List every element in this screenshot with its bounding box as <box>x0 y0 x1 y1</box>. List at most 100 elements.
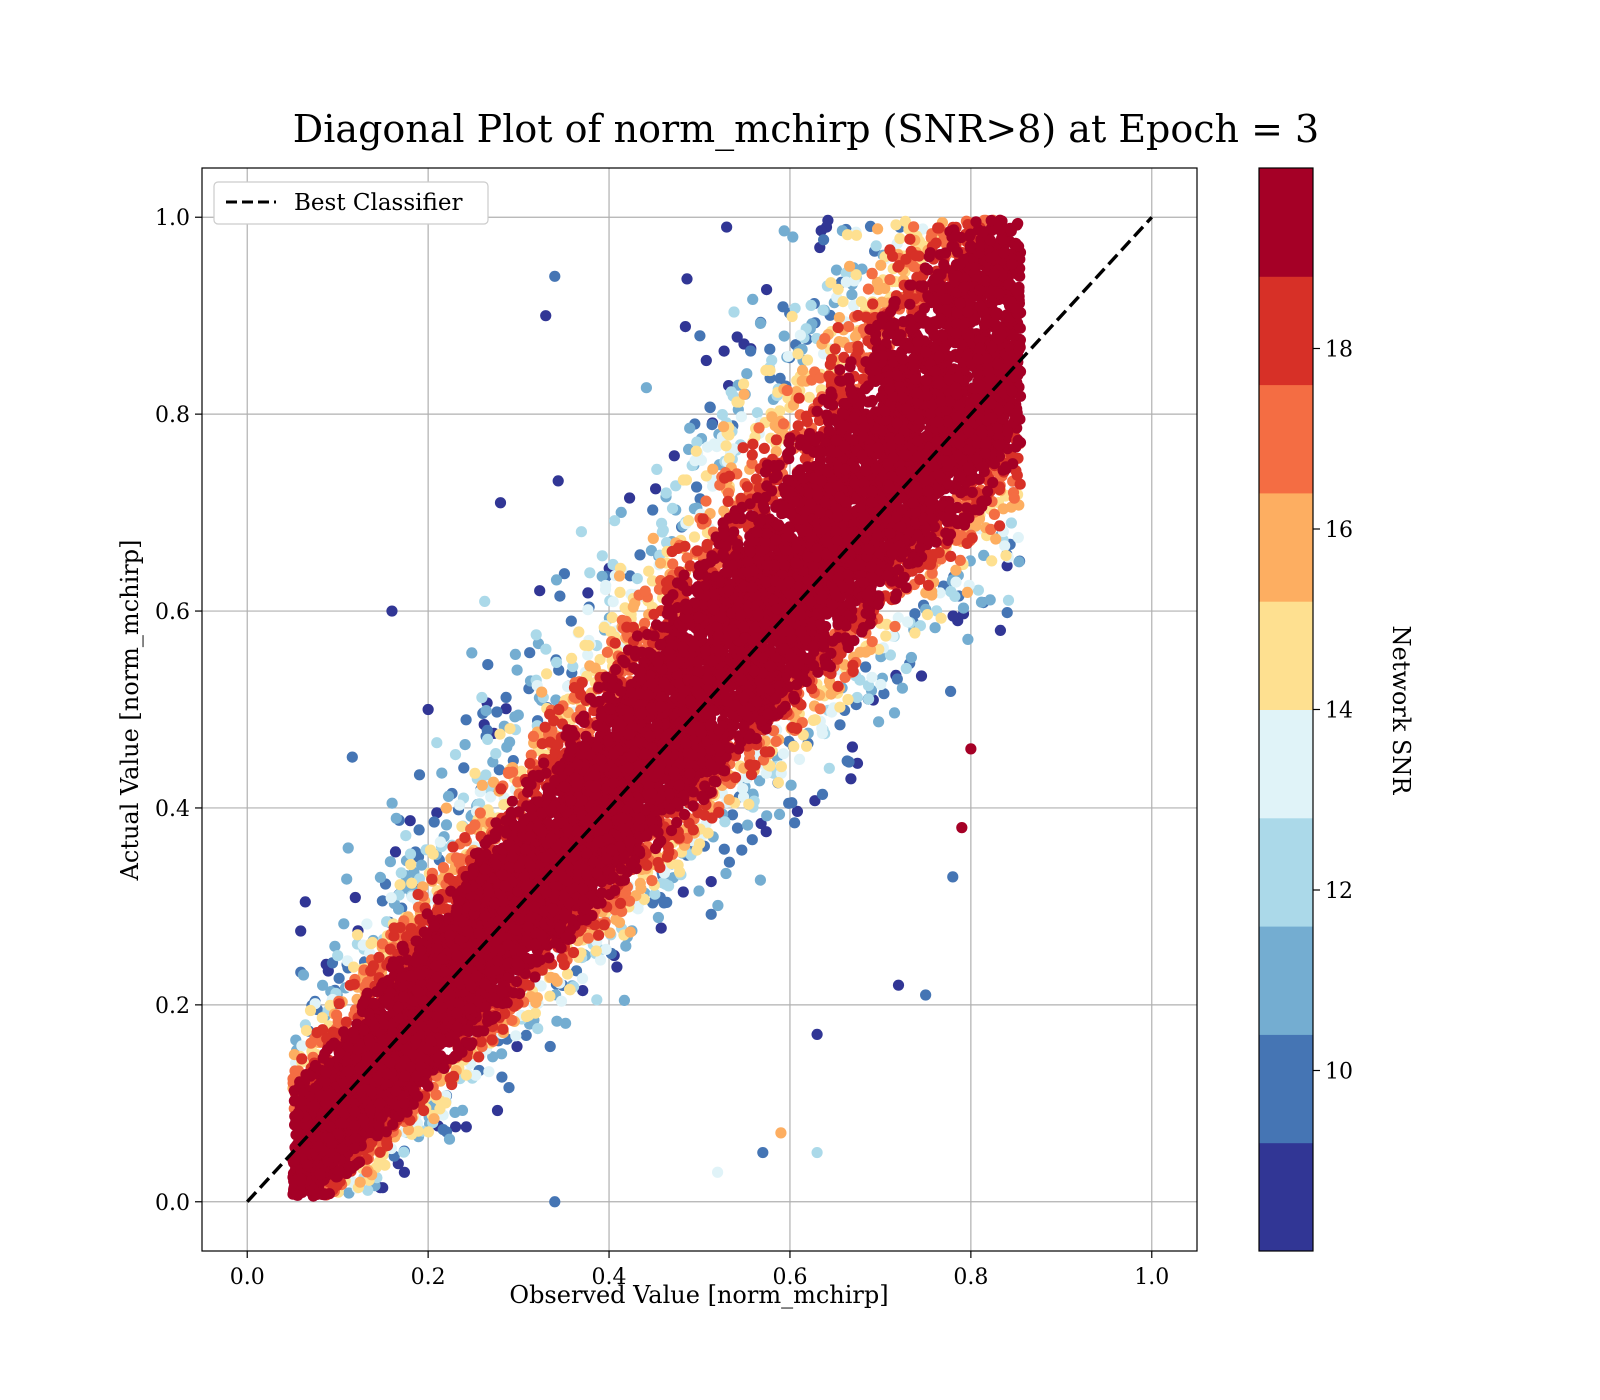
scatter-point <box>679 321 692 333</box>
scatter-point <box>892 612 904 624</box>
scatter-point <box>466 647 478 659</box>
scatter-point <box>611 961 623 973</box>
scatter-point <box>620 940 632 952</box>
scatter-point <box>639 585 651 597</box>
scatter-point <box>386 797 398 809</box>
scatter-point <box>894 233 906 245</box>
scatter-point <box>855 296 868 308</box>
scatter-point <box>561 968 574 980</box>
scatter-point <box>844 260 856 272</box>
scatter-point <box>772 777 785 789</box>
scatter-point <box>746 449 758 461</box>
scatter-point <box>900 662 912 675</box>
scatter-point <box>891 588 903 600</box>
scatter-point <box>970 216 982 228</box>
scatter-point <box>770 735 782 748</box>
scatter-point <box>609 637 621 649</box>
scatter-point <box>545 971 557 984</box>
scatter-point <box>655 557 667 569</box>
scatter-point <box>745 345 757 357</box>
chart-title: Diagonal Plot of norm_mchirp (SNR>8) at … <box>293 107 1319 152</box>
scatter-point <box>649 888 661 900</box>
scatter-point <box>491 1104 504 1117</box>
scatter-point <box>497 1023 509 1035</box>
scatter-point <box>448 1070 460 1082</box>
scatter-point <box>349 891 361 904</box>
scatter-point <box>688 531 701 543</box>
scatter-point <box>716 409 729 421</box>
scatter-point <box>834 364 846 376</box>
scatter-point <box>1001 560 1013 572</box>
scatter-point <box>504 723 516 735</box>
scatter-point <box>945 550 957 563</box>
scatter-point <box>443 1133 456 1145</box>
scatter-point <box>984 594 996 606</box>
scatter-point <box>760 826 772 838</box>
scatter-point <box>982 485 994 497</box>
scatter-point <box>698 809 711 821</box>
scatter-point <box>341 873 353 885</box>
scatter-point <box>832 283 844 295</box>
scatter-point <box>615 506 627 518</box>
scatter-point <box>614 897 627 910</box>
scatter-point <box>731 822 744 834</box>
scatter-point <box>988 508 1001 520</box>
scatter-point <box>480 769 492 781</box>
scatter-point <box>726 809 739 821</box>
scatter-point <box>405 858 417 871</box>
scatter-point <box>589 662 601 674</box>
scatter-point <box>437 862 450 874</box>
scatter-point <box>342 842 354 854</box>
scatter-point <box>596 570 608 582</box>
scatter-point <box>365 938 377 950</box>
scatter-point <box>618 874 631 886</box>
scatter-point <box>346 751 358 763</box>
scatter-point <box>843 321 855 333</box>
scatter-point <box>584 567 596 579</box>
scatter-point <box>655 922 667 934</box>
scatter-point <box>591 994 603 1006</box>
scatter-point <box>816 788 829 801</box>
scatter-point <box>908 221 920 233</box>
scatter-point <box>754 317 767 329</box>
scatter-point <box>524 757 536 770</box>
scatter-point <box>552 475 564 487</box>
scatter-point <box>994 624 1007 637</box>
scatter-point <box>781 384 793 397</box>
scatter-point <box>482 733 494 746</box>
scatter-point <box>999 540 1011 552</box>
scatter-point <box>801 740 813 752</box>
scatter-point <box>661 537 673 549</box>
scatter-point <box>551 1015 563 1027</box>
scatter-point <box>888 707 901 719</box>
scatter-point <box>884 649 897 661</box>
scatter-point <box>761 810 773 822</box>
scatter-point <box>860 661 872 673</box>
scatter-point <box>515 765 527 777</box>
scatter-point <box>576 972 589 985</box>
scatter-point <box>494 728 506 740</box>
scatter-point <box>961 586 974 599</box>
scatter-point <box>866 636 878 648</box>
scatter-point <box>460 1069 472 1081</box>
scatter-point <box>594 954 607 966</box>
scatter-point <box>556 952 568 965</box>
scatter-point <box>841 229 854 241</box>
scatter-point <box>555 995 568 1007</box>
scatter-point <box>538 757 550 769</box>
scatter-point <box>536 738 548 750</box>
scatter-point <box>713 806 725 818</box>
scatter-point <box>606 611 618 624</box>
scatter-point <box>458 762 470 774</box>
scatter-point <box>646 875 658 887</box>
scatter-point <box>875 259 887 271</box>
scatter-point <box>718 843 730 855</box>
scatter-point <box>835 375 847 387</box>
scatter-point <box>651 463 663 475</box>
scatter-point <box>485 791 497 803</box>
scatter-point <box>394 879 406 891</box>
scatter-point <box>354 1176 366 1188</box>
scatter-point <box>395 867 407 879</box>
scatter-point <box>873 716 885 728</box>
scatter-point <box>731 331 743 343</box>
